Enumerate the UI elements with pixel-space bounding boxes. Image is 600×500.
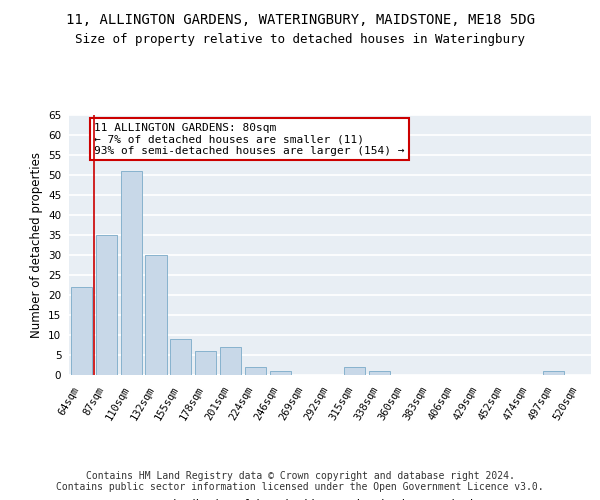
- Bar: [344, 367, 365, 375]
- Bar: [270, 371, 291, 375]
- Text: Contains HM Land Registry data © Crown copyright and database right 2024.
Contai: Contains HM Land Registry data © Crown c…: [56, 471, 544, 492]
- Bar: [369, 371, 390, 375]
- Text: 11 ALLINGTON GARDENS: 80sqm
← 7% of detached houses are smaller (11)
93% of semi: 11 ALLINGTON GARDENS: 80sqm ← 7% of deta…: [94, 123, 405, 156]
- Bar: [121, 171, 142, 375]
- Y-axis label: Number of detached properties: Number of detached properties: [29, 152, 43, 338]
- Bar: [543, 371, 564, 375]
- Text: 11, ALLINGTON GARDENS, WATERINGBURY, MAIDSTONE, ME18 5DG: 11, ALLINGTON GARDENS, WATERINGBURY, MAI…: [65, 12, 535, 26]
- Bar: [245, 367, 266, 375]
- X-axis label: Distribution of detached houses by size in Wateringbury: Distribution of detached houses by size …: [164, 498, 496, 500]
- Bar: [71, 287, 92, 375]
- Bar: [220, 347, 241, 375]
- Bar: [96, 235, 117, 375]
- Bar: [170, 339, 191, 375]
- Bar: [145, 255, 167, 375]
- Bar: [195, 351, 216, 375]
- Text: Size of property relative to detached houses in Wateringbury: Size of property relative to detached ho…: [75, 32, 525, 46]
